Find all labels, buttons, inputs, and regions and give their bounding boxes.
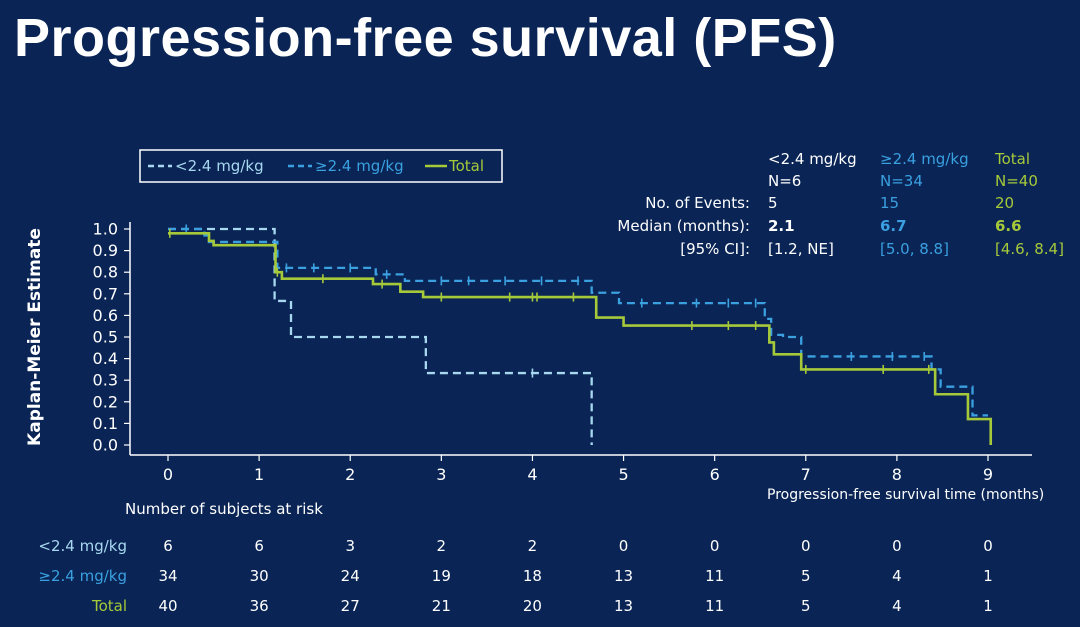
y-tick-label: 0.2 bbox=[93, 392, 118, 411]
risk-cell-total: 40 bbox=[158, 597, 177, 615]
stats-events-low: 5 bbox=[768, 194, 778, 212]
y-tick-label: 0.8 bbox=[93, 263, 118, 282]
x-tick-label: 6 bbox=[710, 465, 720, 484]
series-low bbox=[168, 227, 593, 445]
curve-low bbox=[168, 227, 593, 445]
risk-cell-total: 5 bbox=[801, 597, 811, 615]
risk-cell-low: 0 bbox=[619, 537, 629, 555]
risk-table-title: Number of subjects at risk bbox=[125, 500, 323, 518]
stats-ci-total: [4.6, 8.4] bbox=[995, 240, 1064, 258]
x-tick-label: 7 bbox=[801, 465, 811, 484]
stats-events-total: 20 bbox=[995, 194, 1014, 212]
stats-row-label-ci: [95% CI]: bbox=[680, 240, 750, 258]
risk-cell-low: 2 bbox=[528, 537, 538, 555]
x-tick-label: 8 bbox=[892, 465, 902, 484]
y-tick-label: 0.7 bbox=[93, 284, 118, 303]
stats-events-high: 15 bbox=[880, 194, 899, 212]
risk-row-label-high: ≥2.4 mg/kg bbox=[38, 567, 127, 585]
y-tick-label: 1.0 bbox=[93, 220, 118, 239]
x-tick-label: 5 bbox=[618, 465, 628, 484]
survival-curves bbox=[168, 224, 993, 445]
risk-row-label-total: Total bbox=[91, 597, 127, 615]
risk-cell-total: 13 bbox=[614, 597, 633, 615]
axes: 0.0 0.1 0.2 0.3 0.4 0.5 0.6 0.7 0.8 0.9 1.0 0 1 2 3 4 5 6… bbox=[93, 220, 1032, 484]
x-tick-label: 9 bbox=[983, 465, 993, 484]
y-tick-label: 0.3 bbox=[93, 371, 118, 390]
stats-median-total: 6.6 bbox=[995, 217, 1022, 235]
series-high bbox=[168, 224, 988, 417]
x-tick-label: 2 bbox=[345, 465, 355, 484]
risk-cell-high: 19 bbox=[432, 567, 451, 585]
risk-cell-low: 0 bbox=[983, 537, 993, 555]
y-axis-label: Kaplan-Meier Estimate bbox=[25, 228, 45, 446]
y-tick-label: 0.9 bbox=[93, 241, 118, 260]
legend-box bbox=[139, 149, 503, 183]
curve-total bbox=[168, 232, 993, 445]
risk-cell-high: 30 bbox=[250, 567, 269, 585]
x-tick-label: 4 bbox=[527, 465, 537, 484]
stats-col-n-total: N=40 bbox=[995, 172, 1038, 190]
risk-cell-low: 0 bbox=[892, 537, 902, 555]
stats-col-n-high: N=34 bbox=[880, 172, 923, 190]
risk-cell-total: 36 bbox=[250, 597, 269, 615]
stats-col-name-high: ≥2.4 mg/kg bbox=[880, 150, 969, 168]
risk-cell-high: 13 bbox=[614, 567, 633, 585]
stats-median-high: 6.7 bbox=[880, 217, 907, 235]
stats-ci-low: [1.2, NE] bbox=[768, 240, 834, 258]
risk-cell-high: 5 bbox=[801, 567, 811, 585]
risk-cell-total: 4 bbox=[892, 597, 902, 615]
risk-cell-high: 24 bbox=[341, 567, 360, 585]
stats-row-label-events: No. of Events: bbox=[645, 194, 750, 212]
risk-cell-high: 1 bbox=[983, 567, 993, 585]
risk-cell-total: 11 bbox=[705, 597, 724, 615]
y-tick-label: 0.1 bbox=[93, 414, 118, 433]
stats-col-name-total: Total bbox=[994, 150, 1030, 168]
stats-table: <2.4 mg/kg N=6 ≥2.4 mg/kg N=34 Total N=4… bbox=[617, 150, 1064, 258]
risk-cell-high: 34 bbox=[158, 567, 177, 585]
legend-label-high: ≥2.4 mg/kg bbox=[315, 157, 404, 175]
y-tick-label: 0.0 bbox=[93, 436, 118, 455]
stats-col-name-low: <2.4 mg/kg bbox=[768, 150, 857, 168]
risk-cell-low: 2 bbox=[437, 537, 447, 555]
risk-cell-low: 3 bbox=[345, 537, 355, 555]
y-tick-label: 0.5 bbox=[93, 328, 118, 347]
risk-cell-low: 6 bbox=[163, 537, 173, 555]
x-tick-label: 1 bbox=[254, 465, 264, 484]
stats-ci-high: [5.0, 8.8] bbox=[880, 240, 949, 258]
risk-table: 6 6 3 2 2 0 0 0 0 034 30 24 19 18 13 11 5 4 140 36 27 21 20 13 1… bbox=[158, 537, 992, 615]
risk-cell-low: 0 bbox=[710, 537, 720, 555]
y-tick-label: 0.4 bbox=[93, 349, 118, 368]
stats-row-label-median: Median (months): bbox=[617, 217, 750, 235]
y-tick-label: 0.6 bbox=[93, 306, 118, 325]
x-axis-label: Progression-free survival time (months) bbox=[767, 487, 1044, 503]
risk-cell-total: 21 bbox=[432, 597, 451, 615]
risk-cell-high: 18 bbox=[523, 567, 542, 585]
risk-row-label-low: <2.4 mg/kg bbox=[38, 537, 127, 555]
series-total bbox=[168, 228, 993, 445]
legend-label-total: Total bbox=[448, 157, 484, 175]
page-title: Progression-free survival (PFS) bbox=[14, 8, 837, 68]
stats-col-n-low: N=6 bbox=[768, 172, 801, 190]
risk-cell-total: 20 bbox=[523, 597, 542, 615]
risk-cell-high: 11 bbox=[705, 567, 724, 585]
legend-label-low: <2.4 mg/kg bbox=[175, 157, 264, 175]
risk-cell-low: 0 bbox=[801, 537, 811, 555]
x-tick-label: 0 bbox=[163, 465, 173, 484]
risk-cell-low: 6 bbox=[254, 537, 264, 555]
curve-high bbox=[168, 227, 988, 417]
risk-cell-high: 4 bbox=[892, 567, 902, 585]
x-tick-label: 3 bbox=[436, 465, 446, 484]
risk-cell-total: 27 bbox=[341, 597, 360, 615]
chart-legend: <2.4 mg/kg ≥2.4 mg/kg Total bbox=[139, 149, 503, 183]
risk-cell-total: 1 bbox=[983, 597, 993, 615]
stats-median-low: 2.1 bbox=[768, 217, 795, 235]
